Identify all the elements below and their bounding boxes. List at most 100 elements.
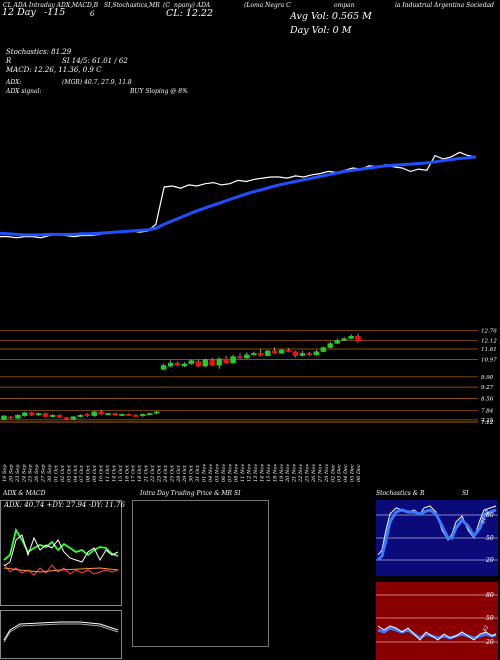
date-label: 25 Sep: [28, 464, 34, 483]
stoch-current-value: 81.29: [480, 508, 491, 524]
day-value: -115: [44, 7, 66, 18]
adx-values: (MGR) 40.7, 27.9, 11.8: [62, 79, 132, 86]
price-grid: [0, 329, 478, 423]
candlestick-chart: 12.76 12.12 11.61 10.97 9.90 9.27 8.56 7.84 7.12…: [0, 328, 497, 426]
date-label: 21 Nov: [292, 464, 298, 483]
date-label: 08 Nov: [234, 464, 240, 482]
price-label: 11.61: [481, 347, 497, 353]
candle-body: [160, 365, 167, 370]
header-line1-f: ompan: [334, 2, 355, 9]
candle-body: [230, 356, 236, 364]
avg-volume: Avg Vol: 0.565 M: [290, 11, 372, 22]
candle-body: [1, 415, 7, 420]
stoch-blue-line: [376, 508, 497, 562]
stoch-title-right: SI: [462, 490, 469, 497]
candle-body: [70, 416, 77, 420]
date-label: 23 Sep: [15, 464, 21, 483]
candle-body: [119, 414, 125, 416]
si-values: SI 14/5: 61.01 / 62: [62, 57, 128, 65]
date-label: 06 Dec: [356, 464, 362, 482]
candle-body: [153, 411, 160, 414]
header-line1-d: npany) ADA: [174, 2, 211, 9]
date-label: 03 Dec: [337, 464, 343, 482]
candle-body: [258, 353, 264, 356]
candle-body: [181, 363, 188, 367]
date-label: 01 Nov: [202, 464, 208, 482]
candle-body: [278, 349, 285, 354]
candle-body: [202, 359, 209, 367]
date-label: 08 Oct: [86, 464, 92, 482]
candle-body: [334, 340, 340, 344]
candle-body: [105, 413, 111, 416]
date-label: 04 Oct: [73, 464, 79, 482]
candle-body: [265, 350, 271, 356]
date-label: 03 Oct: [66, 464, 72, 482]
date-label: 02 Dec: [330, 464, 336, 482]
price-label: 9.27: [481, 385, 494, 391]
candle-body: [348, 335, 354, 339]
date-label: 20 Nov: [285, 464, 291, 483]
price-label: 7.84: [481, 408, 494, 414]
candle-body: [147, 413, 153, 416]
candle-body: [299, 353, 306, 356]
adx-signal: BUY Sloping @ 8%: [130, 88, 188, 95]
date-label: 25 Nov: [305, 464, 311, 483]
day-suffix: 6: [90, 10, 95, 18]
date-label: 28 Oct: [176, 464, 182, 483]
price-label: 8.56: [481, 397, 494, 403]
date-label: 18 Nov: [272, 464, 278, 482]
date-label: 16 Oct: [124, 464, 130, 482]
date-label: 27 Sep: [41, 464, 47, 483]
candle-body: [223, 358, 229, 364]
date-label: 21 Oct: [144, 464, 150, 483]
close-value: CL: 12.22: [166, 8, 213, 19]
adx-macd-title: ADX & MACD: [3, 490, 46, 497]
date-label: 23 Oct: [157, 464, 163, 483]
date-label: 30 Sep: [47, 464, 53, 482]
date-label: 29 Oct: [182, 464, 188, 483]
date-label: 07 Nov: [227, 464, 233, 482]
candle-body: [56, 414, 63, 418]
date-label: 31 Oct: [195, 464, 201, 482]
candle-body: [237, 356, 243, 359]
date-label: 14 Nov: [260, 464, 266, 482]
candle-body: [306, 353, 313, 355]
day-prefix: 12 Day: [2, 7, 36, 18]
rsi-level-50: 50: [486, 615, 494, 622]
date-label: 10 Oct: [99, 464, 105, 482]
candle-body: [126, 414, 132, 416]
candle-body: [244, 354, 250, 359]
price-line: [0, 151, 477, 239]
candle-body: [77, 414, 84, 417]
rsi-background: [376, 582, 498, 660]
candle-body: [209, 359, 215, 366]
candle-body: [341, 338, 347, 341]
candle-body: [188, 360, 195, 364]
candle-body: [63, 417, 70, 420]
adx-box: [0, 500, 122, 606]
r-label: R: [6, 57, 12, 65]
date-label: 01 Oct: [54, 464, 60, 482]
price-label: 12.76: [481, 328, 497, 334]
rsi-white-line: [377, 625, 497, 641]
date-label: 18 Oct: [137, 464, 143, 482]
stoch-level-50: 50: [486, 535, 494, 542]
date-label: 19 Sep: [2, 464, 8, 482]
day-volume: Day Vol: 0 M: [290, 25, 352, 36]
adx-values-readout: ADX: 40.74 +DY: 27.94 -DY: 11.76: [4, 501, 125, 509]
header-line1-c: (C: [163, 2, 170, 9]
candle-body: [251, 353, 257, 355]
date-label: 02 Oct: [60, 464, 66, 482]
price-label: 7.25: [481, 418, 494, 424]
adx-label: ADX:: [6, 79, 22, 86]
candle-body: [174, 362, 181, 366]
date-label: 26 Sep: [34, 464, 40, 483]
candle-body: [133, 414, 139, 417]
candle-body: [98, 411, 104, 415]
candle-body: [15, 414, 21, 419]
candle-body: [84, 414, 91, 416]
date-label: 19 Nov: [279, 464, 285, 482]
date-axis: 19 Sep 20 Sep 23 Sep 24 Sep 25 Sep 26 Sep 27 S…: [2, 464, 362, 483]
price-label: 12.12: [481, 339, 497, 345]
macd-white-line: [3, 621, 119, 641]
